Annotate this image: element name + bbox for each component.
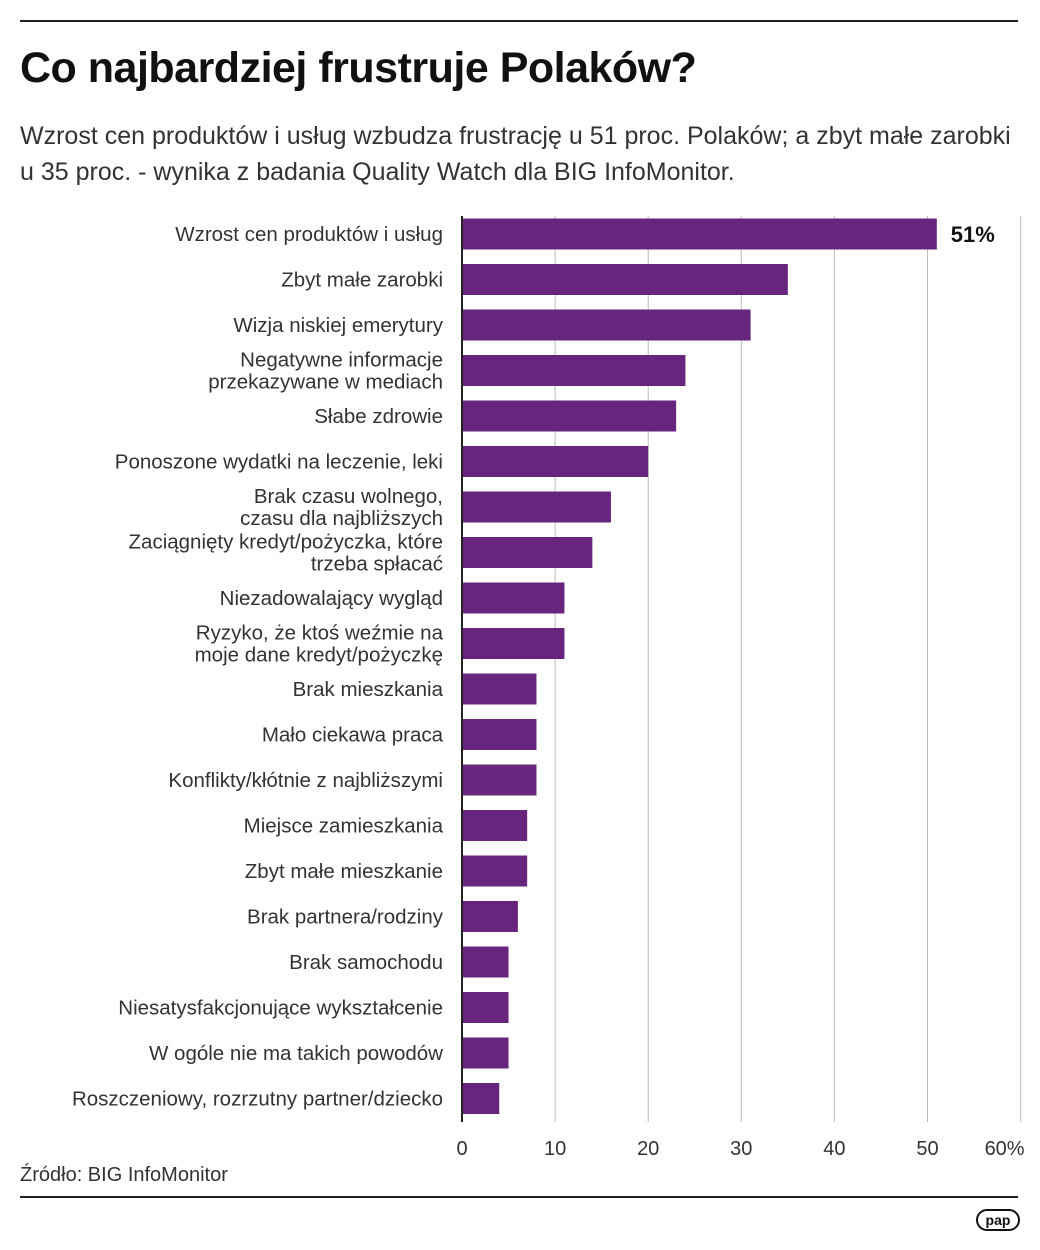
x-tick-label: 0 [456, 1138, 467, 1160]
bar [462, 992, 509, 1023]
source-note: Źródło: BIG InfoMonitor [20, 1164, 228, 1186]
subtitle: Wzrost cen produktów i usług wzbudza fru… [20, 122, 1011, 186]
bar [462, 1083, 500, 1114]
logo-text: pap [986, 1212, 1011, 1228]
category-label: moje dane kredyt/pożyczkę [195, 644, 443, 667]
bar [462, 491, 611, 523]
category-label: Zaciągnięty kredyt/pożyczka, które [129, 531, 443, 554]
category-label: Konflikty/kłótnie z najbliższymi [168, 769, 443, 792]
data-label: 51% [951, 222, 995, 247]
category-label: Zbyt małe zarobki [281, 269, 443, 292]
bar [462, 537, 593, 568]
category-label: Roszczeniowy, rozrzutny partner/dziecko [72, 1088, 443, 1111]
category-label: Brak samochodu [289, 951, 443, 974]
category-label: Słabe zdrowie [314, 405, 443, 428]
bar [462, 400, 677, 432]
category-label: Brak czasu wolnego, [254, 485, 443, 508]
x-tick-label: 50 [916, 1138, 938, 1160]
bar [462, 218, 937, 250]
bar-chart: Wzrost cen produktów i usług Zbyt małe za… [72, 216, 1025, 1160]
top-rule [20, 20, 1018, 22]
category-label: Zbyt małe mieszkanie [245, 860, 443, 883]
category-label: Ryzyko, że ktoś weźmie na [196, 622, 444, 645]
category-label: W ogóle nie ma takich powodów [149, 1042, 443, 1065]
bar [462, 628, 565, 659]
bar [462, 673, 537, 705]
bar [462, 810, 528, 841]
category-label: czasu dla najbliższych [240, 507, 443, 530]
pap-logo: pap [976, 1209, 1020, 1231]
bar [462, 901, 518, 932]
page-title: Co najbardziej frustruje Polaków? [20, 44, 697, 92]
category-label: przekazywane w mediach [208, 371, 443, 394]
category-label: Miejsce zamieszkania [244, 815, 444, 838]
category-label: Wzrost cen produktów i usług [175, 223, 443, 246]
category-label: Wizja niskiej emerytury [233, 314, 443, 337]
bar [462, 446, 649, 477]
category-label: Brak mieszkania [293, 678, 444, 701]
bar [462, 764, 537, 796]
category-label: trzeba spłacać [311, 553, 443, 576]
bar [462, 582, 565, 614]
bottom-rule [20, 1196, 1018, 1198]
bar [462, 309, 751, 341]
x-tick-label: 60% [985, 1138, 1025, 1160]
bar [462, 264, 788, 295]
x-tick-label: 20 [637, 1138, 659, 1160]
bar [462, 355, 686, 386]
category-label: Negatywne informacje [240, 349, 443, 372]
category-label: Niesatysfakcjonujące wykształcenie [118, 997, 443, 1020]
x-tick-label: 30 [730, 1138, 752, 1160]
category-label: Ponoszone wydatki na leczenie, leki [115, 451, 443, 474]
bar [462, 946, 509, 978]
category-label: Niezadowalający wygląd [220, 587, 443, 610]
x-tick-label: 10 [544, 1138, 566, 1160]
bar [462, 1037, 509, 1069]
bar [462, 719, 537, 750]
x-tick-label: 40 [823, 1138, 845, 1160]
category-label: Brak partnera/rodziny [247, 906, 444, 929]
category-label: Mało ciekawa praca [262, 724, 444, 747]
bar [462, 855, 528, 887]
